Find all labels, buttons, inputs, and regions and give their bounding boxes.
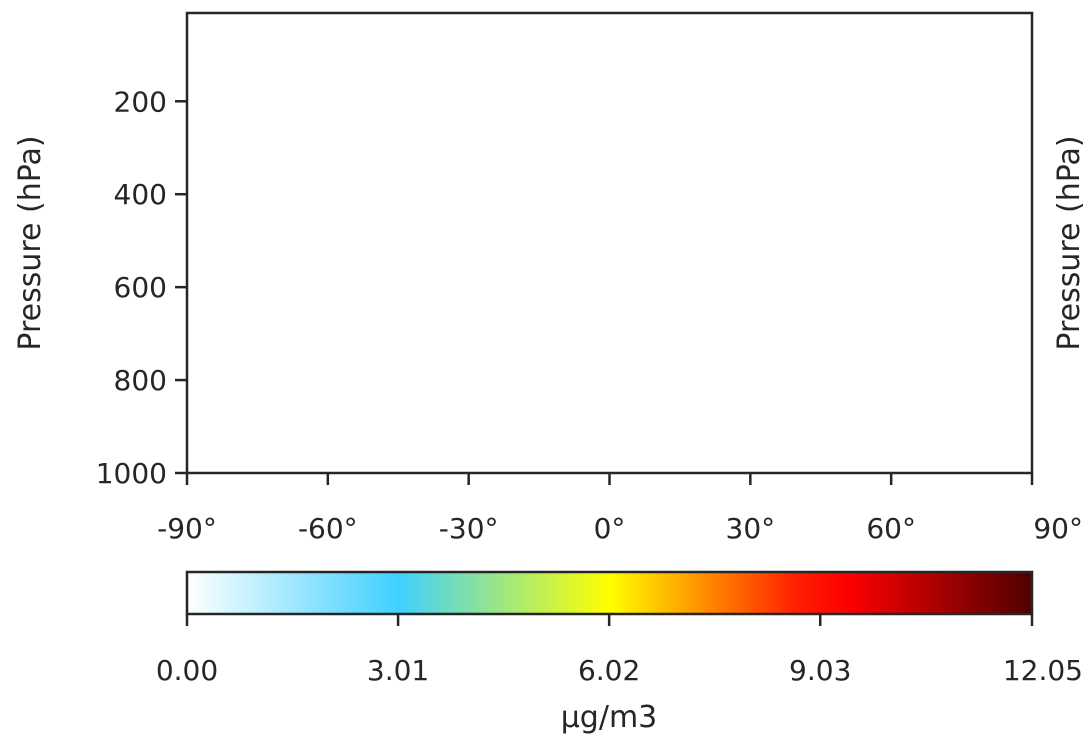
second-panel-edge: Pressure (hPa): [1052, 135, 1083, 350]
x-tick-label: -60°: [298, 512, 358, 545]
y-axis: 200 400 600 800 1000: [96, 85, 187, 490]
y-tick-label: 400: [114, 178, 167, 211]
colorbar-label: µg/m3: [561, 700, 658, 735]
x-tick-label: -30°: [439, 512, 499, 545]
plot-frame: [185, 11, 1034, 475]
y-tick-label: 200: [114, 85, 167, 118]
x-tick-label: 90°: [1033, 512, 1083, 545]
y-tick-label: 600: [114, 271, 167, 304]
colorbar-tick-label: 0.00: [156, 654, 218, 687]
x-tick-label: 60°: [866, 512, 916, 545]
colorbar-ticks: 0.00 3.01 6.02 9.03 12.05: [156, 614, 1083, 687]
colorbar-tick-label: 12.05: [1003, 654, 1083, 687]
y-tick-label: 800: [114, 364, 167, 397]
colorbar-tick-label: 9.03: [789, 654, 851, 687]
colorbar-tick-label: 6.02: [578, 654, 640, 687]
colorbar: [185, 570, 1034, 616]
x-axis: -90° -60° -30° 0° 30° 60° 90°: [157, 473, 1083, 545]
second-panel-y-label: Pressure (hPa): [1052, 135, 1083, 350]
y-tick-label: 1000: [96, 457, 167, 490]
x-tick-label: -90°: [157, 512, 217, 545]
x-tick-label: 0°: [594, 512, 626, 545]
y-axis-label: Pressure (hPa): [13, 135, 48, 350]
colorbar-tick-label: 3.01: [367, 654, 429, 687]
x-tick-label: 30°: [726, 512, 776, 545]
